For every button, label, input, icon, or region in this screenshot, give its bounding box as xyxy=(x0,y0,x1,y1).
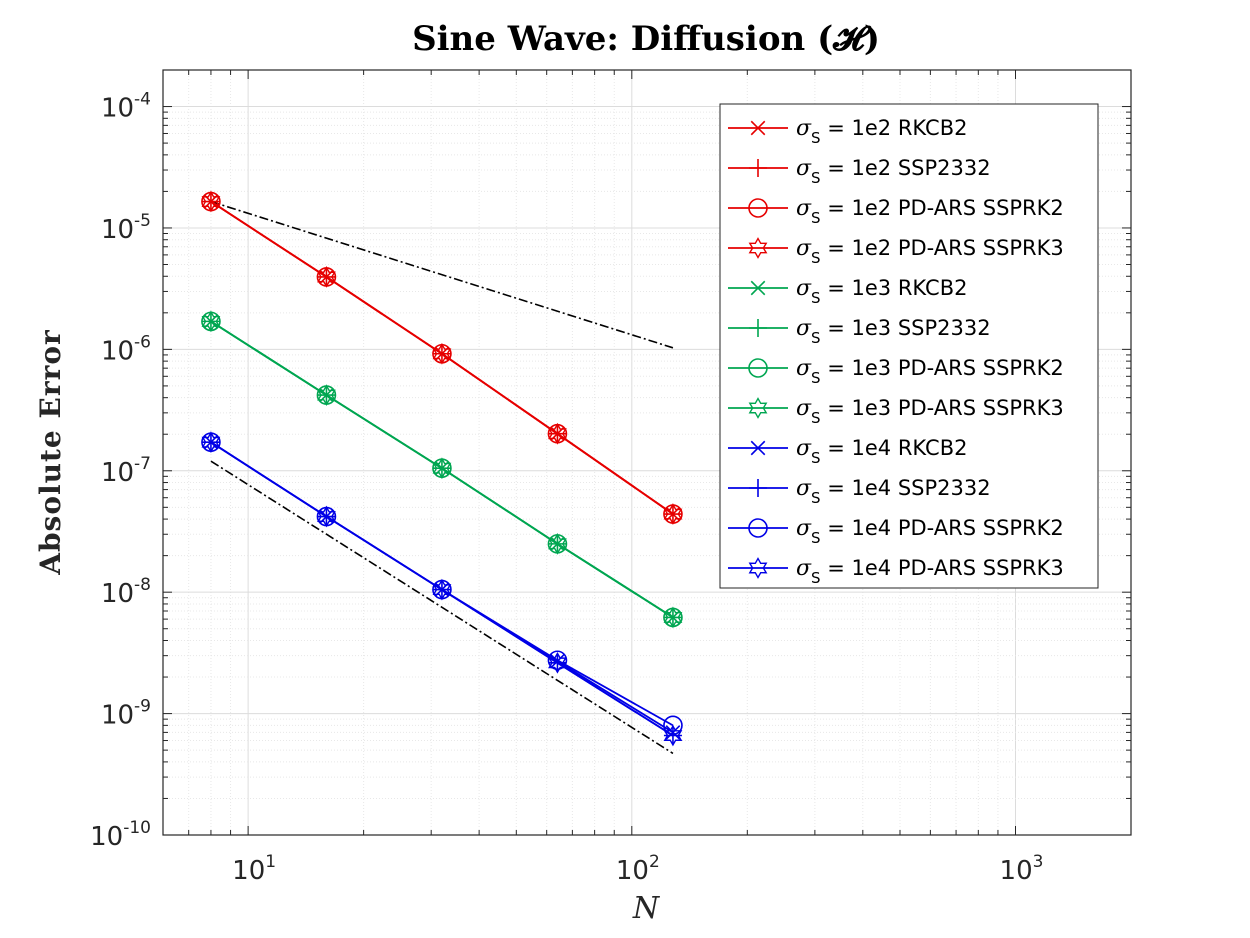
x-tick-label: 103 xyxy=(1000,852,1044,886)
legend-label: σS = 1e4 SSP2332 xyxy=(796,476,991,507)
marker-hexagram xyxy=(317,384,336,406)
x-tick-label: 101 xyxy=(232,852,276,886)
legend-item: σS = 1e4 PD-ARS SSPRK2 xyxy=(728,516,1064,547)
marker-hexagram xyxy=(432,342,452,365)
y-tick-label: 10-10 xyxy=(90,818,151,852)
series-line xyxy=(210,320,674,619)
marker-x xyxy=(750,440,766,456)
legend-label: σS = 1e3 SSP2332 xyxy=(796,316,991,347)
marker-x-stroke xyxy=(750,120,766,136)
legend-label: σS = 1e2 SSP2332 xyxy=(796,156,991,187)
y-tick-label: 10-8 xyxy=(101,575,151,609)
legend-item: σS = 1e3 RKCB2 xyxy=(728,276,967,307)
reference-lines xyxy=(210,200,674,755)
legend-item: σS = 1e3 SSP2332 xyxy=(728,316,991,347)
reference-line xyxy=(210,460,674,755)
marker-hexagram xyxy=(663,724,683,747)
x-tick-label: 102 xyxy=(616,852,660,886)
marker-hexagram xyxy=(317,266,336,288)
marker-plus xyxy=(749,479,767,497)
legend-item: σS = 1e4 RKCB2 xyxy=(728,436,967,467)
legend-label: σS = 1e3 PD-ARS SSPRK2 xyxy=(796,356,1064,387)
marker-hexagram xyxy=(748,397,768,419)
marker-hexagram xyxy=(317,505,336,528)
marker-plus xyxy=(749,319,767,337)
legend-label: σS = 1e2 PD-ARS SSPRK3 xyxy=(796,236,1064,267)
x-axis-label: N xyxy=(632,891,661,926)
legend-item: σS = 1e3 PD-ARS SSPRK3 xyxy=(728,396,1064,427)
marker-x-stroke xyxy=(750,280,766,296)
reference-line xyxy=(210,200,674,349)
legend-item: σS = 1e2 PD-ARS SSPRK2 xyxy=(728,196,1064,227)
series-hexagram xyxy=(201,190,683,525)
legend-label: σS = 1e4 PD-ARS SSPRK2 xyxy=(796,516,1064,547)
marker-hexagram xyxy=(663,503,683,525)
legend-item: σS = 1e2 RKCB2 xyxy=(728,116,967,147)
marker-circle xyxy=(547,650,568,671)
y-tick-label: 10-7 xyxy=(101,454,151,488)
marker-hexagram xyxy=(201,310,221,333)
marker-circle xyxy=(748,358,768,378)
legend-label: σS = 1e2 PD-ARS SSPRK2 xyxy=(796,196,1064,227)
series-hexagram xyxy=(201,431,683,747)
marker-hexagram xyxy=(548,651,567,674)
y-tick-label: 10-9 xyxy=(101,697,151,731)
marker-hexagram xyxy=(201,190,221,213)
legend-label: σS = 1e2 RKCB2 xyxy=(796,116,967,147)
marker-hexagram xyxy=(201,431,221,454)
marker-hexagram xyxy=(432,457,452,480)
legend-item: σS = 1e2 SSP2332 xyxy=(728,156,991,187)
series-line xyxy=(210,200,674,515)
marker-hexagram xyxy=(748,557,768,579)
series-layer xyxy=(201,190,683,747)
series-hexagram xyxy=(201,310,683,629)
marker-circle xyxy=(663,715,683,736)
marker-plus xyxy=(749,159,767,177)
chart-title: Sine Wave: Diffusion (𝓗) xyxy=(412,19,880,59)
y-tick-label: 10-4 xyxy=(101,90,151,124)
legend-label: σS = 1e4 PD-ARS SSPRK3 xyxy=(796,556,1064,587)
legend-label: σS = 1e3 RKCB2 xyxy=(796,276,967,307)
tick-layer: 101 102 103 10-4 10-5 10-6 10-7 10-8 10-9 10-10 xyxy=(90,69,1132,886)
marker-x xyxy=(750,280,766,296)
series-line xyxy=(210,441,674,737)
legend-item: σS = 1e4 PD-ARS SSPRK3 xyxy=(728,556,1064,587)
axes-box xyxy=(162,69,1132,836)
legend-box xyxy=(719,103,1099,589)
legend-item: σS = 1e2 PD-ARS SSPRK3 xyxy=(728,236,1064,267)
legend-label: σS = 1e4 RKCB2 xyxy=(796,436,967,467)
marker-hexagram xyxy=(548,532,567,555)
marker-circle xyxy=(748,198,768,218)
legend-item: σS = 1e3 PD-ARS SSPRK2 xyxy=(728,356,1064,387)
legend-item: σS = 1e4 SSP2332 xyxy=(728,476,991,507)
marker-hexagram xyxy=(748,237,768,259)
y-axis-label: Absolute Error xyxy=(34,329,67,576)
y-tick-label: 10-6 xyxy=(101,332,151,366)
marker-hexagram xyxy=(663,606,683,629)
marker-hexagram xyxy=(432,578,452,601)
legend: σS = 1e2 RKCB2 σS = 1e2 SSP2332 σS = 1e2 P… xyxy=(719,103,1099,589)
marker-circle xyxy=(748,518,768,538)
marker-x-stroke xyxy=(750,440,766,456)
marker-hexagram xyxy=(548,422,567,445)
y-tick-label: 10-5 xyxy=(101,211,151,245)
marker-x xyxy=(750,120,766,136)
legend-label: σS = 1e3 PD-ARS SSPRK3 xyxy=(796,396,1064,427)
